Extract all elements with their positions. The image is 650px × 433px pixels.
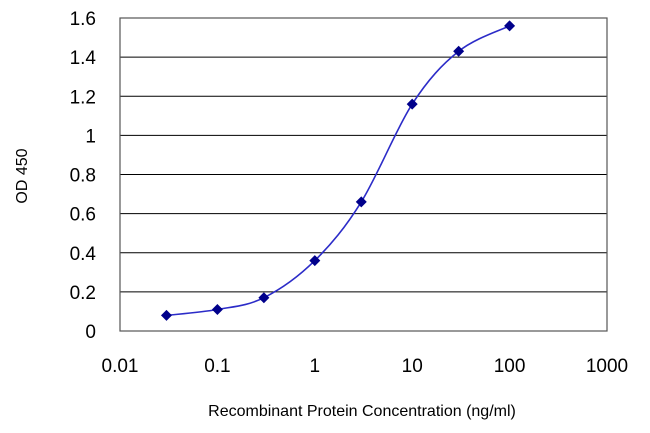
data-points <box>160 20 516 321</box>
x-tick-label: 0.01 <box>102 356 139 377</box>
y-axis-ticks: 0 0.2 0.4 0.6 0.8 1 1.2 1.4 1.6 <box>70 9 97 343</box>
y-tick-label: 1.4 <box>70 48 97 69</box>
y-tick-label: 0.6 <box>70 205 96 226</box>
x-tick-label: 1 <box>310 356 321 377</box>
data-point <box>309 255 321 267</box>
data-point <box>355 196 367 208</box>
x-tick-label: 0.1 <box>204 356 230 377</box>
y-tick-label: 0.2 <box>70 283 96 304</box>
y-tick-label: 1.6 <box>70 9 96 30</box>
data-point <box>406 98 418 110</box>
y-axis-title: OD 450 <box>14 148 31 203</box>
y-tick-label: 0 <box>85 322 96 343</box>
y-tick-label: 0.4 <box>70 244 97 265</box>
data-point <box>160 309 172 321</box>
fitted-curve <box>166 25 510 317</box>
y-tick-label: 1 <box>85 126 96 147</box>
x-axis-ticks: 0.01 0.1 1 10 100 1000 <box>102 356 629 377</box>
x-axis-title: Recombinant Protein Concentration (ng/ml… <box>208 403 516 420</box>
x-tick-label: 100 <box>494 356 526 377</box>
data-point <box>258 292 270 304</box>
data-point <box>504 20 516 32</box>
y-tick-label: 1.2 <box>70 87 96 108</box>
x-tick-label: 10 <box>402 356 423 377</box>
data-point <box>211 303 223 315</box>
data-point <box>453 45 465 57</box>
plot-area <box>119 17 608 332</box>
y-tick-label: 0.8 <box>70 166 96 187</box>
grid <box>120 17 607 293</box>
x-tick-label: 1000 <box>586 356 628 377</box>
